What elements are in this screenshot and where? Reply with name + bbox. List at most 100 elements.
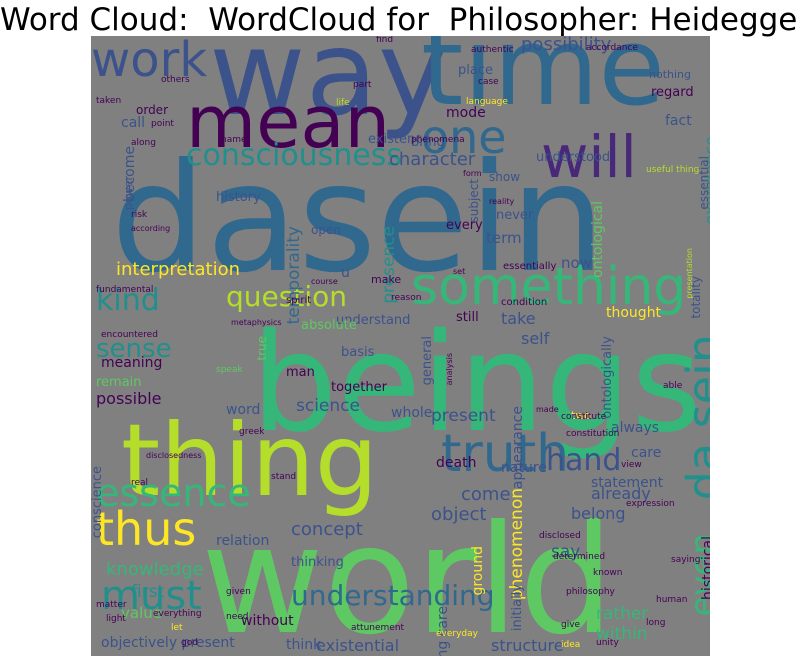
cloud-word: every (446, 218, 483, 233)
cloud-word: already (591, 484, 651, 503)
cloud-word: human (656, 595, 688, 605)
cloud-word: historical (700, 536, 710, 600)
cloud-word: attunement (351, 623, 405, 633)
cloud-word: basis (341, 345, 375, 360)
cloud-word: existence (368, 132, 431, 147)
cloud-word: self (521, 329, 550, 348)
cloud-word: call (121, 115, 146, 131)
cloud-word: objectively present (101, 635, 235, 651)
cloud-word: world (201, 494, 615, 656)
cloud-word: fundamental (96, 285, 154, 295)
cloud-word: thing (121, 402, 379, 519)
cloud-word: think (286, 637, 322, 653)
cloud-word: give (561, 620, 581, 630)
cloud-word: relation (216, 533, 270, 549)
cloud-word: order (136, 103, 168, 117)
cloud-word: bring (411, 135, 445, 150)
cloud-word: made (536, 405, 559, 414)
cloud-word: time (421, 36, 666, 130)
cloud-word: mean (186, 80, 391, 164)
cloud-word: point (151, 119, 174, 129)
cloud-word: phenomena (411, 135, 465, 145)
cloud-word: place (458, 63, 493, 78)
cloud-word: say (551, 542, 581, 562)
cloud-word: word (226, 402, 261, 418)
cloud-word: risk (131, 210, 148, 220)
cloud-word: thinking (291, 555, 344, 570)
cloud-word: value (121, 604, 162, 622)
cloud-word: meaning (101, 355, 163, 371)
cloud-word: authentic (471, 45, 514, 55)
cloud-word: disclosedness (146, 451, 202, 460)
cloud-word: show (489, 170, 521, 184)
cloud-word: absolute (301, 318, 357, 333)
cloud-word: reality (489, 197, 515, 206)
cloud-word: must (101, 573, 202, 619)
cloud-word: course (311, 277, 338, 286)
cloud-word: language (466, 97, 508, 107)
cloud-word: something (411, 257, 687, 317)
cloud-word: everyday (436, 629, 478, 639)
cloud-word: still (456, 310, 479, 325)
cloud-word: others (161, 75, 190, 85)
cloud-word: determined (553, 552, 606, 562)
cloud-word: metaphysics (231, 318, 282, 327)
cloud-word: science (296, 396, 360, 416)
cloud-word: power (122, 176, 135, 210)
cloud-word: work (91, 36, 208, 88)
cloud-word: will (541, 123, 637, 191)
cloud-word: kind (96, 283, 160, 318)
cloud-word: knowledge (106, 559, 204, 580)
cloud-word: find (376, 36, 394, 45)
cloud-word: god (181, 638, 198, 648)
cloud-word: two (571, 409, 592, 422)
cloud-word: concept (291, 519, 363, 540)
cloud-word: according (131, 224, 171, 233)
cloud-word: dasein (111, 132, 606, 306)
cloud-word: way (209, 36, 448, 142)
cloud-word: mode (446, 105, 486, 121)
cloud-word: saying (671, 555, 701, 565)
cloud-word: consciousness (186, 138, 403, 173)
cloud-word: essential (697, 156, 710, 210)
cloud-word: light (106, 614, 126, 624)
cloud-word: need (226, 612, 249, 622)
cloud-word: essence (96, 471, 251, 515)
cloud-word: understand (336, 313, 411, 328)
cloud-word: interpretation (116, 259, 241, 280)
cloud-word: belong (571, 504, 626, 523)
cloud-word: object (431, 504, 487, 525)
cloud-word: essentially (503, 261, 557, 272)
cloud-word: taken (96, 96, 122, 106)
cloud-word: hand (546, 443, 622, 478)
cloud-word: first (131, 582, 165, 602)
cloud-word: constitute (561, 412, 607, 422)
cloud-word: understood (536, 150, 611, 165)
cloud-word: stand (271, 472, 297, 482)
cloud-word: initially (510, 584, 525, 632)
cloud-word: rather (596, 604, 649, 624)
cloud-word: ontologically (600, 336, 615, 419)
cloud-word: thus (96, 502, 197, 556)
cloud-word: long (646, 618, 666, 628)
cloud-word: given (226, 587, 251, 597)
cloud-word: statement (591, 475, 664, 491)
cloud-word: spirit (286, 295, 312, 306)
cloud-word: one (421, 110, 507, 164)
cloud-word: set (453, 267, 466, 276)
cloud-word: nature (501, 460, 547, 476)
cloud-word: speak (216, 365, 243, 375)
cloud-word: analysis (445, 353, 454, 386)
cloud-word: together (331, 380, 387, 395)
cloud-word: truth (441, 424, 570, 484)
cloud-word: case (478, 77, 499, 87)
cloud-word: man (286, 365, 315, 380)
cloud-word: everything (153, 609, 202, 619)
cloud-word: character (389, 149, 476, 170)
cloud-word: beings (251, 305, 703, 463)
cloud-word: existential (316, 636, 400, 655)
cloud-word: within (596, 624, 648, 644)
cloud-word: encountered (101, 330, 158, 340)
cloud-word: name (221, 135, 247, 145)
cloud-word: u (341, 265, 350, 281)
